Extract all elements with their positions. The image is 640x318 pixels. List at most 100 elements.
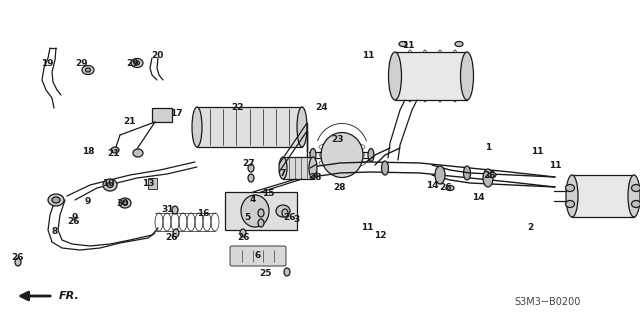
Bar — [572, 175, 634, 217]
Ellipse shape — [276, 205, 290, 217]
Ellipse shape — [241, 195, 269, 227]
Text: 11: 11 — [362, 51, 374, 59]
Ellipse shape — [103, 179, 117, 191]
Ellipse shape — [463, 166, 470, 180]
Text: 24: 24 — [316, 103, 328, 113]
Bar — [148, 178, 157, 189]
Ellipse shape — [248, 174, 254, 182]
Ellipse shape — [173, 229, 179, 237]
Ellipse shape — [435, 166, 445, 184]
Ellipse shape — [122, 201, 127, 205]
Ellipse shape — [111, 147, 119, 153]
Text: 25: 25 — [259, 268, 271, 278]
Text: 20: 20 — [151, 51, 163, 59]
Text: 26: 26 — [237, 233, 249, 243]
Bar — [225, 192, 297, 230]
Ellipse shape — [309, 157, 317, 179]
Text: 11: 11 — [361, 223, 373, 232]
Text: 6: 6 — [255, 251, 261, 259]
Text: 31: 31 — [162, 205, 174, 215]
Text: 26: 26 — [440, 183, 452, 192]
Text: 13: 13 — [141, 178, 154, 188]
Bar — [197, 107, 302, 147]
Text: 21: 21 — [124, 116, 136, 126]
Text: 15: 15 — [262, 189, 275, 197]
Ellipse shape — [248, 164, 254, 172]
Ellipse shape — [310, 149, 316, 162]
Bar — [283, 157, 313, 179]
Text: 19: 19 — [41, 59, 53, 67]
Text: 26: 26 — [12, 253, 24, 262]
Ellipse shape — [284, 268, 290, 276]
Text: 28: 28 — [333, 183, 346, 192]
Text: 3: 3 — [293, 216, 299, 225]
Text: 9: 9 — [85, 197, 91, 206]
Ellipse shape — [388, 52, 401, 100]
Text: 28: 28 — [308, 174, 321, 183]
Ellipse shape — [566, 175, 578, 217]
Text: 11: 11 — [531, 148, 543, 156]
Text: 7: 7 — [280, 169, 286, 177]
Text: 22: 22 — [231, 102, 243, 112]
Ellipse shape — [48, 194, 64, 206]
Text: 18: 18 — [82, 148, 94, 156]
Ellipse shape — [279, 157, 287, 179]
Ellipse shape — [131, 59, 143, 67]
Ellipse shape — [172, 206, 178, 214]
Ellipse shape — [628, 175, 640, 217]
Text: 26: 26 — [166, 233, 179, 243]
Ellipse shape — [258, 209, 264, 217]
Ellipse shape — [632, 184, 640, 191]
Ellipse shape — [107, 183, 113, 188]
Text: 4: 4 — [250, 196, 256, 204]
Text: 29: 29 — [76, 59, 88, 67]
Ellipse shape — [455, 42, 463, 46]
Ellipse shape — [483, 169, 493, 187]
Bar — [395, 52, 467, 100]
Text: 11: 11 — [548, 161, 561, 169]
Ellipse shape — [381, 161, 388, 175]
Text: 17: 17 — [170, 108, 182, 117]
Ellipse shape — [282, 209, 288, 217]
Text: 26: 26 — [284, 213, 296, 223]
Text: 11: 11 — [402, 40, 414, 50]
Text: 27: 27 — [243, 158, 255, 168]
Text: 21: 21 — [107, 149, 119, 157]
Ellipse shape — [86, 68, 90, 72]
Ellipse shape — [82, 66, 94, 74]
Ellipse shape — [133, 149, 143, 157]
Text: 29: 29 — [127, 59, 140, 67]
Ellipse shape — [297, 107, 307, 147]
Text: 23: 23 — [331, 135, 343, 144]
Ellipse shape — [461, 52, 474, 100]
Ellipse shape — [134, 61, 140, 65]
Text: 30: 30 — [117, 198, 129, 208]
Text: 10: 10 — [102, 178, 114, 188]
Ellipse shape — [368, 149, 374, 162]
Text: 14: 14 — [472, 193, 484, 203]
Ellipse shape — [566, 201, 575, 208]
Ellipse shape — [321, 133, 363, 177]
Ellipse shape — [399, 42, 407, 46]
Ellipse shape — [15, 258, 21, 266]
Text: 1: 1 — [485, 143, 491, 153]
Ellipse shape — [566, 184, 575, 191]
Text: 26: 26 — [67, 218, 79, 226]
Text: S3M3−B0200: S3M3−B0200 — [515, 297, 581, 307]
Text: 26: 26 — [484, 170, 496, 179]
Text: 9: 9 — [72, 213, 78, 223]
Bar — [152, 108, 172, 122]
Text: FR.: FR. — [59, 291, 80, 301]
Text: 16: 16 — [196, 209, 209, 218]
Text: 12: 12 — [374, 231, 387, 239]
Ellipse shape — [192, 107, 202, 147]
Ellipse shape — [119, 198, 131, 208]
Text: 5: 5 — [244, 213, 250, 223]
Text: 2: 2 — [527, 224, 533, 232]
Ellipse shape — [446, 185, 454, 190]
Text: 8: 8 — [52, 227, 58, 237]
Ellipse shape — [52, 197, 60, 203]
Ellipse shape — [258, 219, 264, 227]
FancyBboxPatch shape — [230, 246, 286, 266]
Ellipse shape — [632, 201, 640, 208]
